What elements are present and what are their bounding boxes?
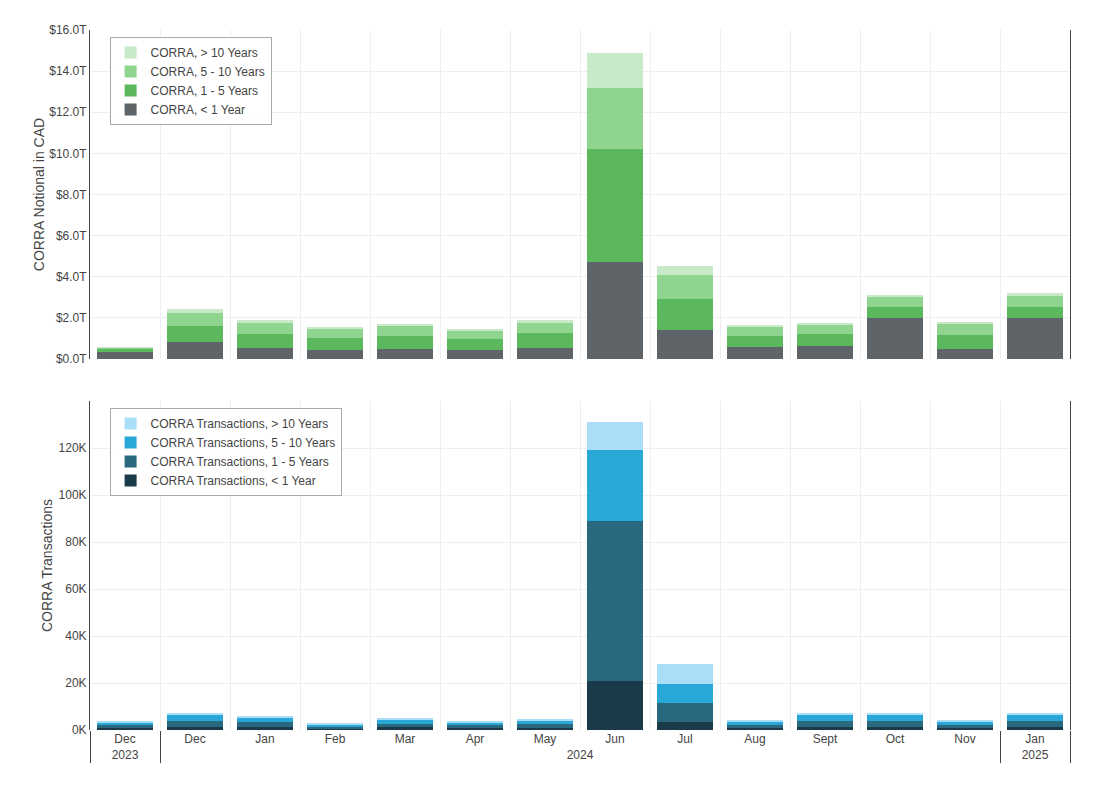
svg-text:Jan: Jan	[1025, 732, 1044, 746]
svg-text:May: May	[534, 732, 557, 746]
svg-text:$0.0T: $0.0T	[56, 352, 87, 366]
svg-text:CORRA Notional in CAD: CORRA Notional in CAD	[31, 118, 47, 271]
svg-text:CORRA, < 1 Year: CORRA, < 1 Year	[151, 103, 245, 117]
svg-text:Dec: Dec	[184, 732, 205, 746]
svg-text:20K: 20K	[65, 676, 86, 690]
svg-text:Mar: Mar	[395, 732, 416, 746]
svg-text:Oct: Oct	[886, 732, 905, 746]
svg-text:Nov: Nov	[954, 732, 975, 746]
svg-text:80K: 80K	[65, 535, 86, 549]
svg-text:$14.0T: $14.0T	[49, 64, 87, 78]
svg-text:100K: 100K	[59, 488, 87, 502]
svg-text:0K: 0K	[72, 723, 87, 737]
svg-text:CORRA, 5 - 10 Years: CORRA, 5 - 10 Years	[151, 65, 265, 79]
svg-text:$6.0T: $6.0T	[56, 229, 87, 243]
svg-text:Jan: Jan	[255, 732, 274, 746]
svg-text:CORRA Transactions, 1 - 5 Year: CORRA Transactions, 1 - 5 Years	[151, 455, 329, 469]
svg-text:CORRA Transactions: CORRA Transactions	[39, 499, 55, 632]
svg-text:Jul: Jul	[677, 732, 692, 746]
svg-text:40K: 40K	[65, 629, 86, 643]
svg-text:Feb: Feb	[325, 732, 346, 746]
svg-text:CORRA, > 10 Years: CORRA, > 10 Years	[151, 46, 258, 60]
svg-text:Jun: Jun	[605, 732, 624, 746]
svg-text:$10.0T: $10.0T	[49, 147, 87, 161]
svg-text:$12.0T: $12.0T	[49, 105, 87, 119]
svg-text:CORRA, 1 - 5 Years: CORRA, 1 - 5 Years	[151, 84, 258, 98]
svg-text:$4.0T: $4.0T	[56, 270, 87, 284]
svg-text:120K: 120K	[59, 441, 87, 455]
svg-text:CORRA Transactions, 5 - 10 Yea: CORRA Transactions, 5 - 10 Years	[151, 436, 336, 450]
svg-text:CORRA Transactions, > 10 Years: CORRA Transactions, > 10 Years	[151, 417, 329, 431]
svg-text:Apr: Apr	[466, 732, 485, 746]
svg-text:$8.0T: $8.0T	[56, 188, 87, 202]
svg-text:Sept: Sept	[813, 732, 838, 746]
svg-text:Dec: Dec	[114, 732, 135, 746]
svg-text:Aug: Aug	[744, 732, 765, 746]
svg-text:2025: 2025	[1022, 748, 1049, 762]
svg-text:2023: 2023	[112, 748, 139, 762]
svg-text:CORRA Transactions, < 1 Year: CORRA Transactions, < 1 Year	[151, 474, 316, 488]
svg-text:2024: 2024	[567, 748, 594, 762]
svg-text:$2.0T: $2.0T	[56, 311, 87, 325]
svg-text:60K: 60K	[65, 582, 86, 596]
svg-text:$16.0T: $16.0T	[49, 23, 87, 37]
